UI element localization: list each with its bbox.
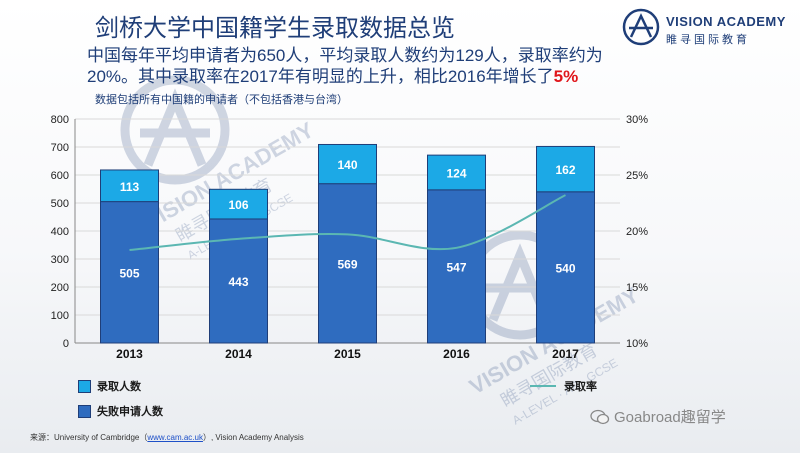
bar-admitted — [536, 145, 595, 193]
x-tick-label: 2015 — [334, 347, 361, 361]
bar-failed — [318, 183, 377, 344]
source-link[interactable]: www.cam.ac.uk — [147, 433, 203, 442]
wechat-label: Goabroad趣留学 — [614, 409, 726, 426]
y-tick-label: 500 — [51, 198, 69, 210]
y-tick-label: 0 — [63, 338, 69, 350]
legend-label-rate: 录取率 — [564, 381, 597, 393]
bar-admitted — [318, 143, 377, 185]
data-label-admitted: 113 — [120, 180, 140, 194]
y-tick-label: 800 — [51, 114, 69, 126]
y2-tick-label: 10% — [626, 338, 648, 350]
bar-failed — [427, 189, 486, 344]
y-tick-label: 200 — [51, 282, 69, 294]
y2-tick-label: 30% — [626, 114, 648, 126]
bar-failed — [536, 191, 595, 344]
legend-swatch-admitted — [78, 379, 91, 393]
y-tick-label: 700 — [51, 142, 69, 154]
bar-admitted — [209, 188, 268, 220]
wechat-icon — [590, 409, 610, 424]
y2-tick-label: 25% — [626, 170, 648, 182]
logo-emblem-icon — [622, 8, 660, 46]
x-tick-label: 2013 — [116, 347, 143, 361]
acceptance-rate-line — [129, 194, 566, 252]
data-label-admitted: 162 — [555, 163, 575, 177]
bar-admitted — [100, 169, 159, 203]
data-label-admitted: 124 — [446, 166, 466, 180]
legend-label-failed: 失败申请人数 — [97, 406, 163, 418]
increase-highlight: 5% — [553, 67, 579, 86]
data-label-failed: 569 — [337, 257, 357, 271]
logo-name: VISION ACADEMY — [666, 14, 786, 29]
wechat-tag: Goabroad趣留学 — [590, 406, 726, 427]
source-suffix: ）, Vision Academy Analysis — [202, 433, 304, 442]
brand-logo: VISION ACADEMY 睢寻国际教育 — [622, 8, 797, 48]
legend-label-admitted: 录取人数 — [97, 381, 141, 393]
data-label-failed: 443 — [228, 275, 248, 289]
page-title: 剑桥大学中国籍学生录取数据总览 — [95, 15, 455, 42]
data-label-failed: 547 — [446, 260, 466, 274]
logo-cn: 睢寻国际教育 — [666, 34, 750, 46]
data-label-failed: 540 — [555, 261, 575, 275]
source-note: 来源：University of Cambridge（www.cam.ac.uk… — [30, 432, 304, 443]
data-note: 数据包括所有中国籍的申请者（不包括香港与台湾） — [95, 94, 348, 106]
y-tick-label: 400 — [51, 226, 69, 238]
y2-tick-label: 20% — [626, 226, 648, 238]
summary-body: 中国每年平均申请者为650人，平均录取人数约为129人，录取率约为20%。其中录… — [87, 46, 603, 86]
y-tick-label: 600 — [51, 170, 69, 182]
data-label-admitted: 140 — [337, 158, 357, 172]
source-prefix: 来源：University of Cambridge（ — [30, 433, 148, 442]
legend-failed: 失败申请人数 — [78, 403, 163, 419]
data-label-admitted: 106 — [228, 198, 248, 212]
legend-admitted: 录取人数 — [78, 378, 141, 394]
x-tick-label: 2016 — [443, 347, 470, 361]
legend-swatch-failed — [78, 404, 91, 418]
x-tick-label: 2014 — [225, 347, 252, 361]
summary-text: 中国每年平均申请者为650人，平均录取人数约为129人，录取率约为20%。其中录… — [87, 45, 627, 87]
y-tick-label: 100 — [51, 310, 69, 322]
y2-tick-label: 15% — [626, 282, 648, 294]
y-tick-label: 300 — [51, 254, 69, 266]
legend-rate: 录取率 — [530, 378, 597, 394]
bar-admitted — [427, 154, 486, 191]
legend-swatch-rate — [530, 385, 556, 387]
x-tick-label: 2017 — [552, 347, 579, 361]
data-label-failed: 505 — [119, 266, 139, 280]
